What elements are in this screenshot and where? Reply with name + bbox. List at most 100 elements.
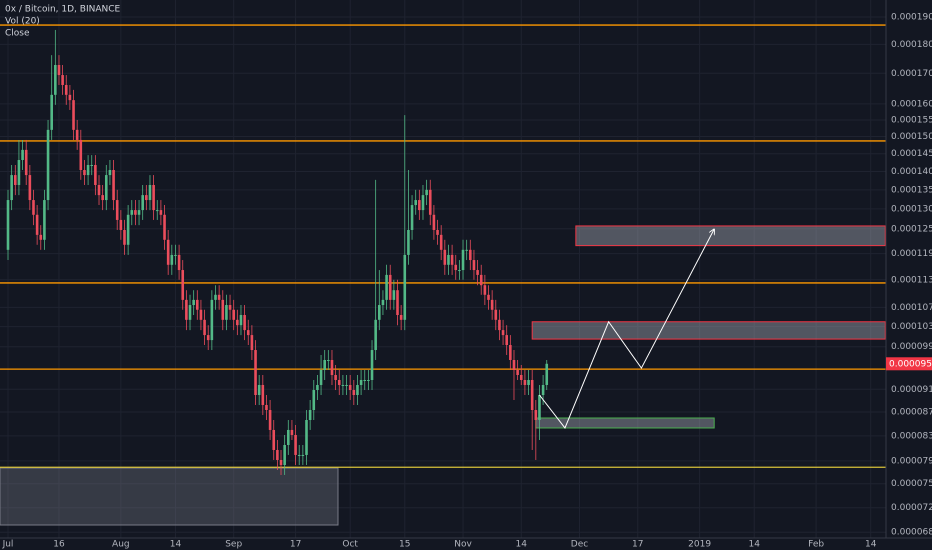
candle-body	[54, 64, 57, 95]
candle-body	[327, 359, 330, 361]
candle-body	[123, 229, 126, 245]
candle-body	[341, 384, 345, 386]
indicator-label: Vol (20)	[5, 17, 40, 27]
candle-body	[104, 175, 108, 201]
y-tick-label: 0.00019000	[891, 13, 932, 23]
candle-body	[519, 375, 523, 380]
candle-body	[159, 210, 163, 215]
candle-body	[97, 184, 101, 196]
candle-body	[181, 270, 185, 300]
candle-body	[381, 299, 385, 306]
y-tick-label: 0.00014500	[891, 149, 932, 159]
x-tick-label: 14	[170, 540, 182, 550]
candle-body	[243, 315, 246, 331]
candle-body	[418, 200, 421, 211]
candle-body	[363, 379, 367, 381]
candle-body	[472, 260, 476, 271]
candle-body	[272, 429, 276, 450]
candle-body	[359, 379, 363, 385]
candle-body	[494, 309, 498, 320]
candle-body	[498, 319, 501, 331]
zone	[531, 321, 886, 340]
candle-body	[75, 129, 79, 140]
candle-body	[523, 379, 527, 385]
candle-body	[163, 214, 166, 240]
candle-body	[265, 404, 268, 411]
candle-body	[439, 234, 443, 250]
x-tick-label: Aug	[112, 540, 130, 550]
candle-body	[294, 434, 297, 455]
candle-body	[483, 285, 487, 295]
candle-body	[469, 249, 472, 261]
candle-body	[246, 330, 250, 336]
candle-body	[428, 189, 432, 215]
y-tick-label: 0.00013000	[891, 204, 932, 214]
projection-path	[539, 229, 714, 429]
candle-body	[283, 444, 286, 465]
x-tick-label: Nov	[454, 540, 472, 550]
candle-body	[43, 200, 46, 240]
candle-body	[94, 164, 97, 185]
y-tick-label: 0.00009900	[891, 342, 932, 352]
candle-body	[312, 390, 316, 411]
candle-body	[487, 294, 490, 300]
candle-body	[232, 309, 235, 320]
candle-body	[10, 175, 13, 201]
candle-body	[279, 459, 283, 465]
candle-body	[24, 149, 28, 176]
candle-body	[112, 170, 115, 201]
grid	[0, 0, 886, 538]
candle-body	[505, 335, 509, 346]
candle-body	[185, 299, 188, 320]
x-tick-label: 15	[399, 540, 410, 550]
candle-body	[108, 170, 112, 176]
candle-body	[276, 449, 279, 460]
x-tick-label: 14	[516, 540, 528, 550]
candle-body	[203, 319, 206, 336]
candle-body	[403, 254, 407, 320]
candle-body	[458, 270, 461, 272]
candle-body	[447, 254, 450, 265]
candle-body	[221, 299, 225, 320]
y-tick-label: 0.00018000	[891, 40, 932, 50]
x-tick-label: 2019	[688, 540, 711, 550]
y-tick-label: 0.00012500	[891, 224, 932, 234]
candle-body	[421, 195, 425, 211]
candle-body	[90, 164, 94, 166]
candle-body	[170, 254, 174, 265]
y-tick-label: 0.00011300	[891, 275, 932, 285]
candle-body	[348, 384, 352, 391]
candle-body	[334, 375, 337, 380]
candle-body	[39, 234, 43, 240]
candle-body	[396, 290, 399, 316]
candle-body	[501, 330, 505, 336]
candle-body	[236, 319, 239, 326]
candle-body	[527, 379, 530, 385]
zone	[575, 225, 886, 247]
candle-body	[13, 175, 17, 185]
candle-body	[32, 200, 35, 215]
candle-body	[177, 254, 181, 271]
candle-body	[297, 454, 301, 456]
candle-body	[79, 139, 83, 171]
candle-body	[432, 214, 436, 230]
candle-body	[377, 305, 381, 320]
y-tick-label: 0.00007200	[891, 503, 932, 513]
candle-body	[64, 84, 68, 95]
x-tick-label: Jul	[2, 540, 14, 550]
y-tick-label: 0.00008700	[891, 408, 932, 418]
candle-body	[46, 129, 50, 201]
candle-body	[61, 75, 64, 85]
candle-body	[166, 239, 170, 265]
candle-body	[268, 410, 272, 430]
candle-body	[130, 210, 134, 215]
candle-body	[370, 350, 374, 380]
candle-body	[250, 335, 254, 351]
candle-body	[545, 363, 549, 385]
candle-body	[450, 254, 454, 265]
candle-body	[210, 299, 214, 341]
candle-body	[443, 249, 447, 265]
candle-body	[57, 64, 61, 76]
candle-body	[323, 359, 326, 371]
